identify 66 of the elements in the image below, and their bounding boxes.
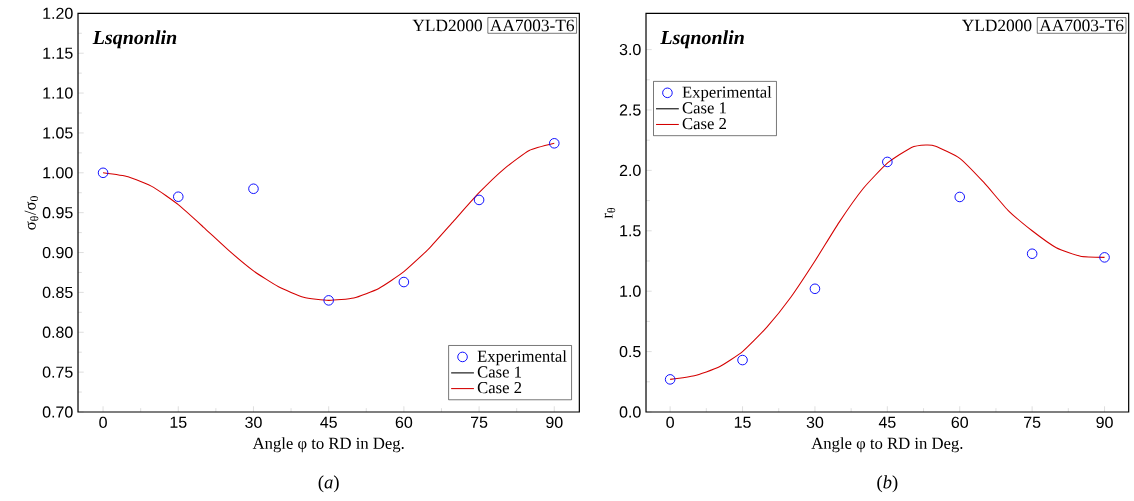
x-axis-title: Angle φ to RD in Deg. — [811, 437, 963, 453]
legend-label: Case 1 — [682, 102, 726, 114]
x-tick-label: 15 — [734, 416, 751, 428]
legend-label: Case 2 — [682, 117, 726, 130]
legend-label: Experimental — [682, 86, 772, 102]
legend-label: Case 2 — [477, 382, 522, 394]
y-tick-label: 0.95 — [42, 207, 73, 219]
x-tick-label: 45 — [320, 416, 337, 428]
x-tick-label: 60 — [395, 416, 413, 429]
y-tick-label: 1.05 — [43, 127, 73, 139]
y-tick-label: 1.15 — [43, 47, 73, 59]
line-series — [102, 142, 555, 301]
y-axis-title: r$_{θ}$ — [604, 207, 616, 219]
y-tick-label: 1.20 — [43, 7, 73, 19]
point — [1099, 252, 1110, 263]
annotation: YLD2000 — [961, 19, 1032, 32]
point — [549, 138, 560, 149]
x-tick-label: 90 — [1096, 416, 1113, 429]
y-tick-label: 2.0 — [619, 164, 641, 177]
point — [248, 183, 259, 195]
point — [323, 295, 334, 306]
y-tick-label: 0.70 — [42, 406, 73, 418]
point — [97, 167, 109, 179]
y-tick-label: 3.0 — [619, 43, 641, 56]
x-tick-label: 15 — [170, 416, 187, 428]
x-tick-label: 75 — [471, 416, 488, 428]
point — [809, 283, 821, 295]
x-tick-label: 0 — [666, 416, 674, 429]
x-axis-title: Angle φ to RD in Deg. — [252, 437, 404, 453]
annotation: AA7003-T6 — [490, 19, 575, 32]
line-series — [669, 144, 1106, 380]
x-tick-label: 60 — [951, 416, 969, 429]
point — [473, 194, 485, 206]
legend-label: Experimental — [477, 350, 567, 366]
x-tick-label: 90 — [546, 416, 563, 429]
point — [882, 156, 893, 168]
x-tick-label: 45 — [878, 416, 896, 428]
text: (a) — [318, 475, 339, 493]
point — [173, 191, 184, 202]
y-tick-label: 1.5 — [620, 225, 641, 237]
y-tick-label: 2.5 — [619, 104, 641, 116]
x-tick-label: 30 — [806, 416, 824, 429]
y-tick-label: 0.5 — [619, 345, 641, 358]
x-tick-label: 30 — [245, 416, 262, 429]
y-axis-title: σ$_{θ}$/σ$_{0}$ — [24, 196, 39, 230]
y-tick-label: 0.85 — [42, 286, 73, 299]
point — [737, 354, 748, 366]
annotation: AA7003-T6 — [1039, 19, 1124, 32]
y-tick-label: 1.00 — [43, 167, 73, 179]
annotation: Lsqnonlin — [92, 30, 177, 49]
point — [954, 191, 966, 203]
y-tick-label: 1.10 — [43, 87, 73, 99]
point — [398, 276, 410, 288]
y-tick-label: 0.75 — [42, 366, 73, 378]
y-tick-label: 1.0 — [620, 285, 641, 297]
text: (b) — [877, 475, 898, 493]
annotation: Lsqnonlin — [660, 30, 744, 49]
point — [664, 374, 676, 385]
point — [1026, 248, 1038, 260]
x-tick-label: 75 — [1024, 416, 1041, 428]
x-tick-label: 0 — [99, 416, 107, 429]
annotation: YLD2000 — [412, 19, 482, 32]
y-tick-label: 0.0 — [619, 406, 641, 418]
y-tick-label: 0.80 — [42, 326, 73, 338]
legend-label: Case 1 — [477, 366, 522, 378]
y-tick-label: 0.90 — [42, 246, 73, 259]
